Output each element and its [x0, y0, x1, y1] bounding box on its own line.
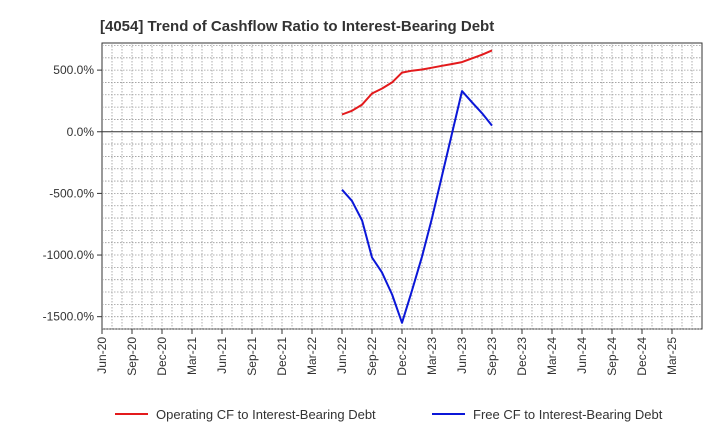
y-tick-label: -1000.0%	[43, 248, 95, 262]
y-tick-label: 500.0%	[53, 63, 94, 77]
series-line-free-cf	[341, 90, 493, 324]
x-tick-label: Dec-22	[395, 337, 409, 376]
x-tick-label: Jun-23	[455, 337, 469, 374]
x-tick-label: Dec-21	[275, 337, 289, 376]
y-tick-label: -500.0%	[49, 186, 94, 200]
x-tick-label: Mar-21	[185, 337, 199, 375]
x-tick-label: Mar-23	[425, 337, 439, 375]
y-tick-label: 0.0%	[67, 125, 95, 139]
legend-label: Operating CF to Interest-Bearing Debt	[156, 407, 376, 422]
x-tick-label: Dec-24	[635, 337, 649, 376]
x-axis: Jun-20 Sep-20 Dec-20 Mar-21 Jun-21 Sep-21 Dec-…	[95, 329, 679, 376]
x-tick-label: Dec-20	[155, 337, 169, 376]
y-axis: 500.0% 0.0% -500.0% -1000.0% -1500.0%	[43, 63, 102, 324]
x-tick-label: Jun-20	[95, 337, 109, 374]
y-tick-label: -1500.0%	[43, 310, 95, 324]
legend-label: Free CF to Interest-Bearing Debt	[473, 407, 663, 422]
series-layer	[341, 49, 493, 324]
legend: Operating CF to Interest-Bearing Debt Fre…	[115, 407, 663, 422]
x-tick-label: Sep-23	[485, 337, 499, 376]
chart-title: [4054] Trend of Cashflow Ratio to Intere…	[100, 18, 494, 35]
x-tick-label: Dec-23	[515, 337, 529, 376]
x-tick-label: Sep-24	[605, 337, 619, 376]
x-tick-label: Mar-22	[305, 337, 319, 375]
x-tick-label: Jun-21	[215, 337, 229, 374]
x-tick-label: Jun-24	[575, 337, 589, 374]
series-line-operating-cf	[341, 49, 493, 116]
x-tick-label: Sep-20	[125, 337, 139, 376]
x-tick-label: Sep-21	[245, 337, 259, 376]
x-tick-label: Sep-22	[365, 337, 379, 376]
x-tick-label: Mar-25	[665, 337, 679, 375]
x-tick-label: Jun-22	[335, 337, 349, 374]
x-tick-label: Mar-24	[545, 337, 559, 375]
